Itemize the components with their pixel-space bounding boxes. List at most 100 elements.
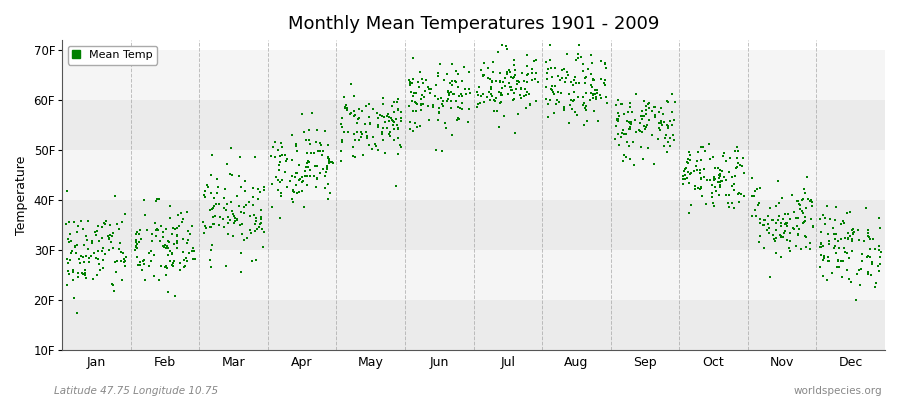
Point	[647, 114, 662, 120]
Point	[130, 240, 144, 247]
Point	[633, 127, 647, 133]
Point	[549, 101, 563, 108]
Point	[176, 257, 191, 264]
Point	[228, 218, 242, 224]
Point	[376, 137, 391, 143]
Point	[769, 203, 783, 210]
Point	[209, 201, 223, 207]
Point	[348, 137, 363, 143]
Point	[491, 49, 505, 56]
Point	[251, 196, 266, 202]
Point	[506, 97, 520, 103]
Point	[800, 173, 814, 180]
Point	[725, 200, 740, 206]
Point	[729, 144, 743, 150]
Point	[382, 131, 396, 137]
Point	[391, 126, 405, 132]
Point	[491, 89, 506, 95]
Point	[436, 98, 451, 105]
Point	[300, 172, 314, 179]
Point	[106, 230, 121, 236]
Point	[227, 213, 241, 219]
Point	[382, 118, 396, 125]
Point	[462, 86, 476, 92]
Point	[787, 226, 801, 232]
Point	[174, 210, 188, 216]
Point	[846, 229, 860, 235]
Point	[562, 102, 577, 108]
Point	[243, 227, 257, 233]
Point	[448, 78, 463, 84]
Point	[446, 90, 461, 97]
Point	[828, 235, 842, 242]
Point	[874, 248, 888, 255]
Point	[472, 100, 487, 107]
Point	[451, 115, 465, 122]
Point	[662, 135, 677, 141]
Point	[470, 89, 484, 95]
Point	[500, 45, 514, 52]
Point	[440, 96, 454, 102]
Point	[454, 105, 468, 112]
Point	[274, 177, 289, 184]
Point	[129, 242, 143, 249]
Point	[587, 108, 601, 114]
Point	[859, 205, 873, 212]
Point	[358, 102, 373, 109]
Point	[565, 98, 580, 104]
Point	[217, 224, 231, 231]
Point	[233, 154, 248, 160]
Point	[154, 263, 168, 270]
Point	[410, 100, 424, 106]
Point	[489, 78, 503, 84]
Point	[402, 77, 417, 83]
Point	[391, 106, 405, 113]
Point	[212, 214, 227, 221]
Point	[232, 173, 247, 179]
Point	[338, 94, 352, 100]
Point	[289, 170, 303, 176]
Point	[751, 202, 765, 208]
Point	[86, 250, 101, 256]
Point	[481, 65, 495, 71]
Point	[117, 259, 131, 266]
Point	[454, 91, 469, 97]
Point	[798, 234, 813, 240]
Point	[864, 272, 878, 278]
Point	[405, 98, 419, 104]
Point	[728, 173, 742, 179]
Point	[224, 144, 238, 151]
Point	[586, 95, 600, 101]
Point	[365, 146, 380, 152]
Point	[681, 169, 696, 176]
Point	[382, 113, 396, 120]
Point	[297, 129, 311, 135]
Point	[816, 254, 831, 261]
Point	[757, 217, 771, 223]
Point	[760, 221, 775, 227]
Point	[791, 230, 806, 237]
Point	[644, 107, 659, 114]
Point	[320, 165, 334, 171]
Point	[843, 279, 858, 286]
Point	[496, 78, 510, 85]
Point	[411, 78, 426, 85]
Point	[688, 186, 703, 193]
Point	[487, 98, 501, 105]
Point	[706, 200, 720, 206]
Point	[97, 250, 112, 257]
Point	[422, 86, 436, 93]
Point	[349, 128, 364, 135]
Point	[406, 93, 420, 99]
Point	[700, 177, 715, 184]
Point	[406, 128, 420, 134]
Point	[253, 221, 267, 228]
Point	[176, 216, 191, 222]
Point	[77, 270, 92, 276]
Point	[735, 155, 750, 162]
Point	[295, 188, 310, 194]
Point	[380, 112, 394, 119]
Point	[835, 274, 850, 280]
Point	[160, 243, 175, 249]
Point	[788, 243, 803, 249]
